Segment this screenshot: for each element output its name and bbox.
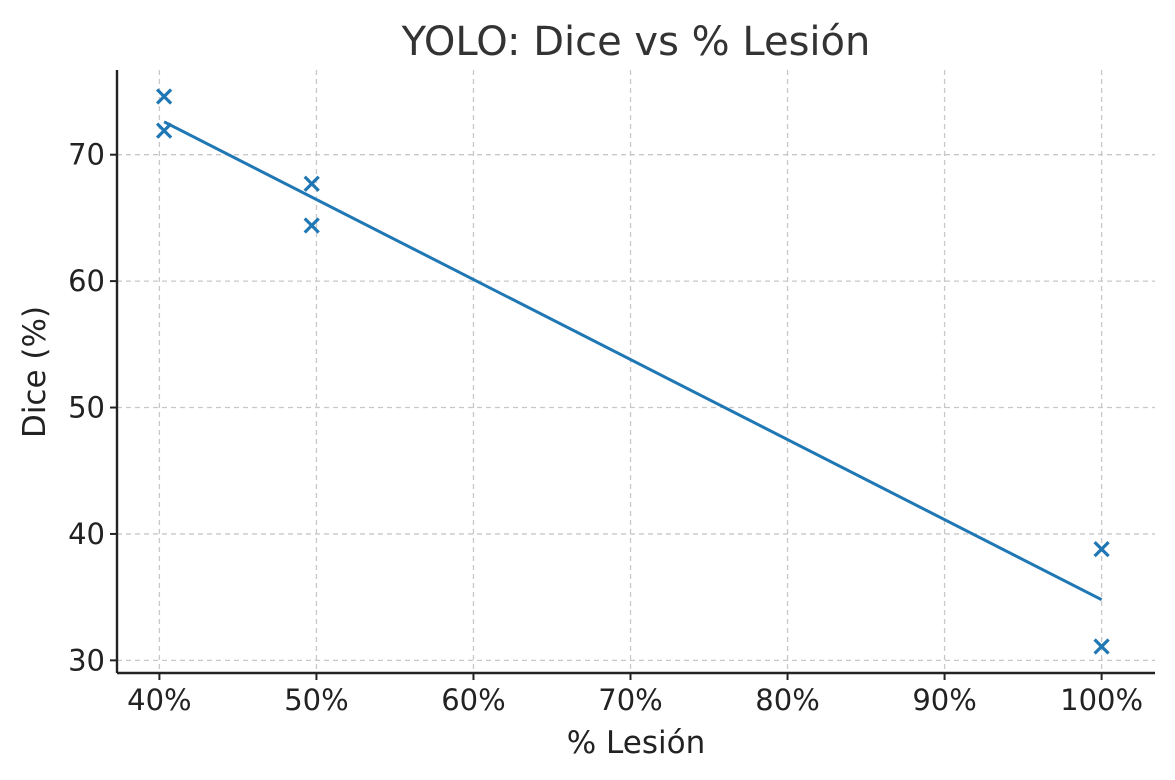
grid-lines xyxy=(117,70,1155,673)
data-points xyxy=(155,88,1110,655)
x-tick-label: 40% xyxy=(127,683,191,717)
y-tick-label: 40 xyxy=(68,517,105,551)
x-tick-label: 50% xyxy=(284,683,348,717)
x-tick-label: 90% xyxy=(912,683,976,717)
data-point xyxy=(155,122,173,139)
y-axis-label: Dice (%) xyxy=(17,306,53,438)
x-tick-label: 70% xyxy=(598,683,662,717)
data-point-stroke xyxy=(155,122,173,139)
y-axis-ticks: 30 40 50 60 70 xyxy=(68,138,117,677)
data-point xyxy=(155,88,173,105)
data-point-stroke xyxy=(303,217,320,234)
x-tick-label: 80% xyxy=(755,683,819,717)
fit-line xyxy=(163,120,1103,602)
data-point-stroke xyxy=(1093,540,1110,558)
y-tick-label: 70 xyxy=(68,138,105,172)
data-point xyxy=(1093,540,1110,558)
y-tick-label: 50 xyxy=(68,391,105,425)
x-axis-ticks: 40% 50% 60% 70% 80% 90% 100% xyxy=(127,673,1143,717)
data-point-stroke xyxy=(1093,638,1110,655)
data-point xyxy=(303,217,320,234)
fit-line-group xyxy=(163,120,1103,602)
x-tick-label: 100% xyxy=(1060,683,1143,717)
chart-title: YOLO: Dice vs % Lesión xyxy=(401,19,871,65)
data-point xyxy=(303,175,320,192)
axes xyxy=(115,70,1155,675)
y-tick-label: 60 xyxy=(68,264,105,298)
x-axis-label: % Lesión xyxy=(567,725,706,761)
data-point-stroke xyxy=(155,88,173,105)
x-tick-label: 60% xyxy=(441,683,505,717)
data-point-stroke xyxy=(303,175,320,192)
data-point xyxy=(1093,638,1110,655)
y-tick-label: 30 xyxy=(68,643,105,677)
